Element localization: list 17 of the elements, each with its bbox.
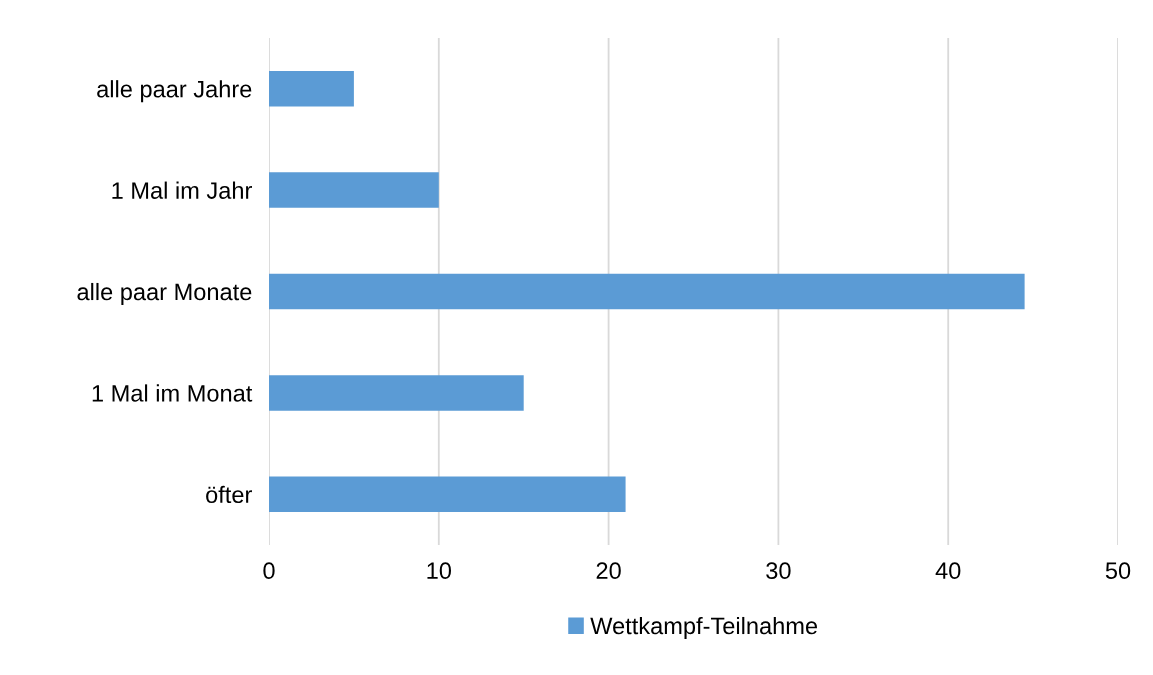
x-tick-label: 20 (596, 562, 621, 580)
x-tick-label: 10 (427, 562, 452, 580)
y-tick-label: alle paar Monate (77, 282, 252, 305)
x-tick-label: 40 (935, 562, 961, 580)
bar (269, 375, 524, 411)
y-tick-label: öfter (206, 485, 252, 504)
y-tick-label: alle paar Jahre (97, 80, 252, 103)
bar (269, 172, 439, 208)
y-tick-label: 1 Mal im Monat (92, 384, 253, 402)
bar (269, 70, 354, 107)
y-tick-label: 1 Mal im Jahr (112, 181, 252, 199)
x-tick-label: 30 (766, 562, 791, 580)
bar (269, 273, 1025, 310)
x-tick-label: 50 (1105, 562, 1131, 580)
bar (269, 476, 626, 513)
x-tick-label: 0 (263, 562, 275, 580)
legend-label: Wettkampf-Teilnahme (590, 616, 818, 639)
